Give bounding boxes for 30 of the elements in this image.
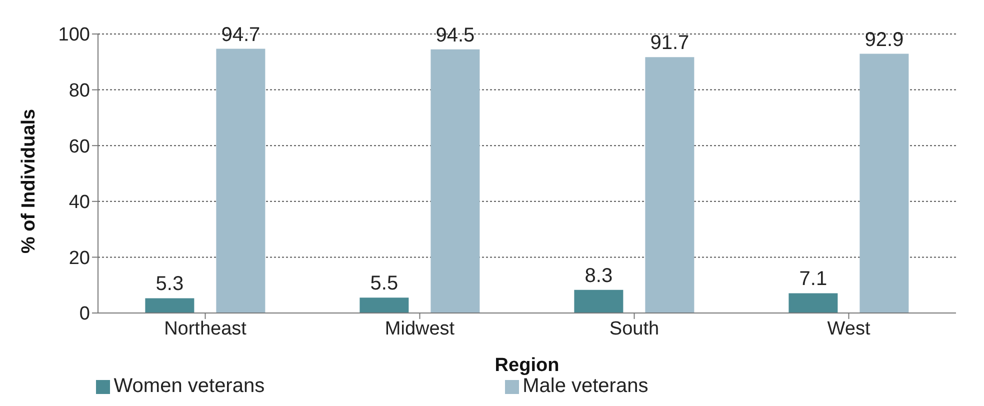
data-label: 92.9 (864, 28, 904, 51)
bar (645, 57, 694, 313)
data-label: 8.3 (584, 264, 613, 287)
y-tick-label: 80 (68, 80, 90, 102)
bar (788, 293, 838, 313)
data-label: 5.5 (370, 272, 398, 295)
legend-label: Male veterans (522, 375, 648, 397)
bar (145, 298, 194, 313)
data-label: 94.5 (436, 24, 475, 46)
x-tick-label: Midwest (384, 318, 456, 340)
bar (860, 54, 909, 313)
y-axis-title: % of Individuals (18, 108, 40, 254)
y-tick-label: 40 (68, 192, 90, 214)
x-axis-title: Region (494, 355, 560, 376)
x-tick-label: West (827, 318, 871, 340)
bar (574, 290, 624, 313)
bar (216, 48, 266, 313)
y-tick-label: 100 (58, 24, 90, 46)
data-label: 91.7 (650, 32, 690, 54)
y-tick-label: 60 (68, 136, 90, 158)
bar (430, 49, 480, 313)
data-label: 94.7 (221, 24, 260, 46)
data-label: 5.3 (156, 273, 184, 296)
x-tick-label: Northeast (164, 318, 248, 340)
bar (360, 298, 409, 313)
x-tick-label: South (609, 318, 660, 340)
y-tick-label: 20 (68, 248, 90, 269)
y-tick-label: 0 (79, 304, 90, 325)
legend-label: Women veterans (114, 375, 265, 397)
data-label: 7.1 (799, 268, 828, 290)
